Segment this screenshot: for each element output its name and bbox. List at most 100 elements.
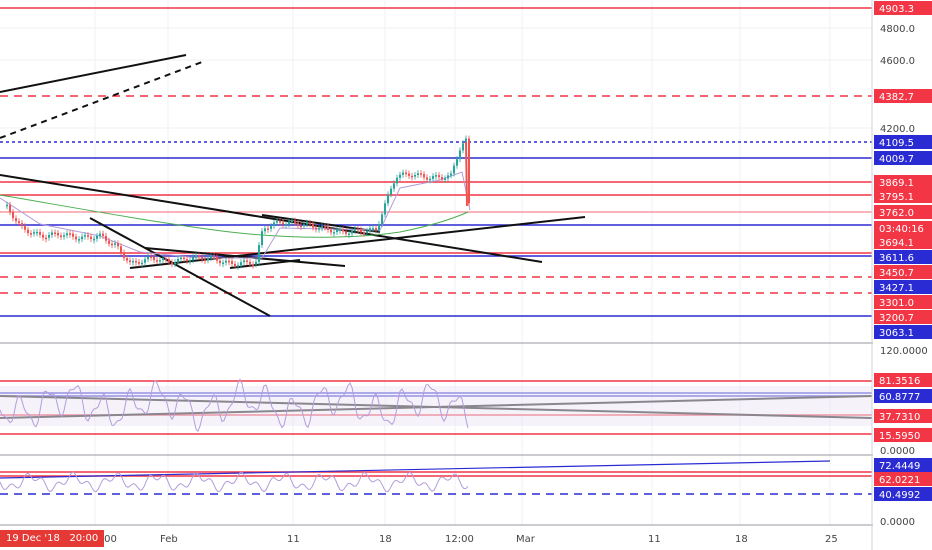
candle-body <box>150 256 152 258</box>
candle-body <box>339 229 341 231</box>
rsi-tag[interactable] <box>874 428 932 442</box>
price-tag[interactable] <box>874 151 932 165</box>
price-tag[interactable] <box>874 250 932 264</box>
candle-body <box>108 240 110 244</box>
candle-body <box>246 260 248 262</box>
trend-line[interactable] <box>0 174 543 263</box>
candle-body <box>69 233 71 235</box>
price-scale-label: 4600.0 <box>880 56 915 67</box>
candle-body <box>342 229 344 232</box>
candle-body <box>354 228 356 231</box>
candle-body <box>165 258 167 260</box>
candle-body <box>405 172 407 175</box>
time-axis-label: 18 <box>735 534 748 545</box>
candle-body <box>465 138 467 144</box>
candle-body <box>129 260 131 263</box>
candle-body <box>99 233 101 236</box>
time-axis-label: 11 <box>648 534 661 545</box>
candle-body <box>147 256 149 260</box>
time-axis-label: Mar <box>516 534 536 545</box>
candle-body <box>96 235 98 239</box>
rsi-tag[interactable] <box>874 389 932 403</box>
candle-body <box>6 204 8 207</box>
trend-line[interactable] <box>144 247 346 267</box>
rsi-tag-text: 81.3516 <box>879 376 920 387</box>
candle-body <box>198 255 200 258</box>
candle-body <box>243 260 245 263</box>
rsi-tag[interactable] <box>874 373 932 387</box>
stoch-tag[interactable] <box>874 458 932 472</box>
candle-body <box>207 258 209 261</box>
price-tag[interactable] <box>874 310 932 324</box>
price-tag[interactable] <box>874 221 932 235</box>
rsi-tag[interactable] <box>874 409 932 423</box>
candle-body <box>324 226 326 228</box>
price-tag-text: 3063.1 <box>879 328 914 339</box>
candle-body <box>168 259 170 263</box>
candle-body <box>318 228 320 230</box>
price-tag[interactable] <box>874 235 932 249</box>
candle-body <box>378 224 380 231</box>
price-tag-text: 4382.7 <box>879 92 914 103</box>
candle-body <box>138 262 140 264</box>
price-tag[interactable] <box>874 135 932 149</box>
rsi-tag-text: 37.7310 <box>879 412 920 423</box>
candle-body <box>399 174 401 178</box>
candle-body <box>432 176 434 179</box>
candle-body <box>438 175 440 178</box>
candle-body <box>315 227 317 230</box>
candle-body <box>357 228 359 231</box>
trend-line[interactable] <box>129 216 586 269</box>
trend-line[interactable] <box>229 259 301 269</box>
candle-body <box>39 231 41 235</box>
candle-body <box>444 178 446 180</box>
candle-body <box>261 231 263 246</box>
price-tag[interactable] <box>874 325 932 339</box>
stoch-trend-line[interactable] <box>0 460 831 479</box>
trend-line[interactable] <box>0 54 187 93</box>
price-tag[interactable] <box>874 295 932 309</box>
crosshair-date-label: 19 Dec '18 20:00 <box>0 530 105 547</box>
candle-body <box>15 218 17 222</box>
candle-body <box>330 229 332 233</box>
stoch-tag[interactable] <box>874 487 932 501</box>
candle-body <box>375 228 377 231</box>
price-tag[interactable] <box>874 1 932 15</box>
candle-body <box>363 232 365 234</box>
trend-line[interactable] <box>0 61 203 139</box>
price-tag[interactable] <box>874 280 932 294</box>
candle-body <box>117 243 119 247</box>
candle-body <box>288 221 290 225</box>
price-tag[interactable] <box>874 265 932 279</box>
candle-body <box>456 159 458 166</box>
price-tag-text: 3795.1 <box>879 192 914 203</box>
candle-body <box>9 204 11 213</box>
price-tag[interactable] <box>874 205 932 219</box>
stoch-line <box>0 471 469 493</box>
price-tag-text: 03:40:16 <box>879 224 924 235</box>
price-tag-text: 4009.7 <box>879 154 914 165</box>
price-tag[interactable] <box>874 175 932 189</box>
candle-body <box>450 173 452 176</box>
candle-body <box>396 177 398 184</box>
time-axis-label: 11 <box>287 534 300 545</box>
candle-body <box>285 224 287 226</box>
candle-body <box>24 226 26 230</box>
price-scale[interactable]: 4800.0 4600.0 4200.0 120.0000 0.0000 0.0000 49… <box>873 0 932 550</box>
time-axis-label: Feb <box>160 534 178 545</box>
candle-body <box>36 231 38 234</box>
trend-line[interactable] <box>89 217 271 317</box>
price-tag[interactable] <box>874 89 932 103</box>
stoch-tag[interactable] <box>874 472 932 486</box>
candle-body <box>102 233 104 236</box>
candle-body <box>297 222 299 226</box>
price-tag[interactable] <box>874 189 932 203</box>
candle-body <box>267 228 269 230</box>
candle-body <box>114 243 116 245</box>
candle-body <box>105 235 107 241</box>
candle-body <box>345 231 347 234</box>
candle-body <box>435 175 437 177</box>
candle-body <box>93 238 95 241</box>
